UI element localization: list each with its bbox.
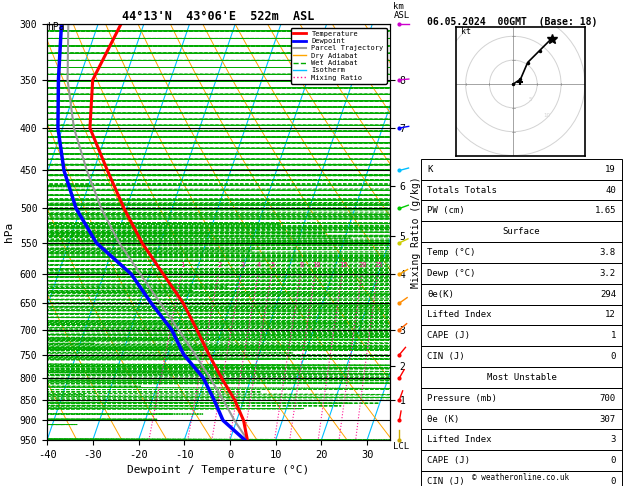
Text: 5: 5 xyxy=(528,97,532,102)
Text: 1.65: 1.65 xyxy=(594,207,616,215)
Text: Totals Totals: Totals Totals xyxy=(427,186,497,194)
Text: km
ASL: km ASL xyxy=(393,2,409,20)
Title: 44°13'N  43°06'E  522m  ASL: 44°13'N 43°06'E 522m ASL xyxy=(123,10,314,23)
Text: Lifted Index: Lifted Index xyxy=(427,311,492,319)
Y-axis label: hPa: hPa xyxy=(4,222,14,242)
Text: 06.05.2024  00GMT  (Base: 18): 06.05.2024 00GMT (Base: 18) xyxy=(428,17,598,27)
Text: 3: 3 xyxy=(240,262,245,268)
Text: 12: 12 xyxy=(605,311,616,319)
Text: K: K xyxy=(427,165,433,174)
Text: © weatheronline.co.uk: © weatheronline.co.uk xyxy=(472,473,569,482)
Text: hPa: hPa xyxy=(47,22,65,32)
Text: 15: 15 xyxy=(339,262,347,268)
Text: 8: 8 xyxy=(299,262,304,268)
Text: 1: 1 xyxy=(611,331,616,340)
Text: Pressure (mb): Pressure (mb) xyxy=(427,394,497,403)
Text: 700: 700 xyxy=(600,394,616,403)
Text: 19: 19 xyxy=(605,165,616,174)
Text: CIN (J): CIN (J) xyxy=(427,477,465,486)
Text: 0: 0 xyxy=(611,456,616,465)
Y-axis label: Mixing Ratio (g/kg): Mixing Ratio (g/kg) xyxy=(411,176,421,288)
Text: 3.2: 3.2 xyxy=(600,269,616,278)
Text: CIN (J): CIN (J) xyxy=(427,352,465,361)
Text: θe(K): θe(K) xyxy=(427,290,454,299)
Text: PW (cm): PW (cm) xyxy=(427,207,465,215)
Text: 0: 0 xyxy=(611,477,616,486)
Text: Dewp (°C): Dewp (°C) xyxy=(427,269,476,278)
Text: 10: 10 xyxy=(312,262,320,268)
Text: 2: 2 xyxy=(218,262,221,268)
Text: 20: 20 xyxy=(359,262,367,268)
Text: 40: 40 xyxy=(605,186,616,194)
Text: 294: 294 xyxy=(600,290,616,299)
Text: 5: 5 xyxy=(270,262,275,268)
Legend: Temperature, Dewpoint, Parcel Trajectory, Dry Adiabat, Wet Adiabat, Isotherm, Mi: Temperature, Dewpoint, Parcel Trajectory… xyxy=(291,28,386,84)
Text: CAPE (J): CAPE (J) xyxy=(427,456,470,465)
Text: Most Unstable: Most Unstable xyxy=(487,373,557,382)
Text: Surface: Surface xyxy=(503,227,540,236)
Text: 3.8: 3.8 xyxy=(600,248,616,257)
Text: 3: 3 xyxy=(611,435,616,444)
Text: LCL: LCL xyxy=(393,442,409,451)
Text: Temp (°C): Temp (°C) xyxy=(427,248,476,257)
Text: 4: 4 xyxy=(257,262,261,268)
Text: 307: 307 xyxy=(600,415,616,424)
Text: 10: 10 xyxy=(543,113,550,119)
Text: θe (K): θe (K) xyxy=(427,415,459,424)
Text: CAPE (J): CAPE (J) xyxy=(427,331,470,340)
Text: 0: 0 xyxy=(611,352,616,361)
Text: Lifted Index: Lifted Index xyxy=(427,435,492,444)
Text: 1: 1 xyxy=(181,262,185,268)
Text: kt: kt xyxy=(461,27,471,36)
X-axis label: Dewpoint / Temperature (°C): Dewpoint / Temperature (°C) xyxy=(128,465,309,475)
Text: 25: 25 xyxy=(374,262,382,268)
